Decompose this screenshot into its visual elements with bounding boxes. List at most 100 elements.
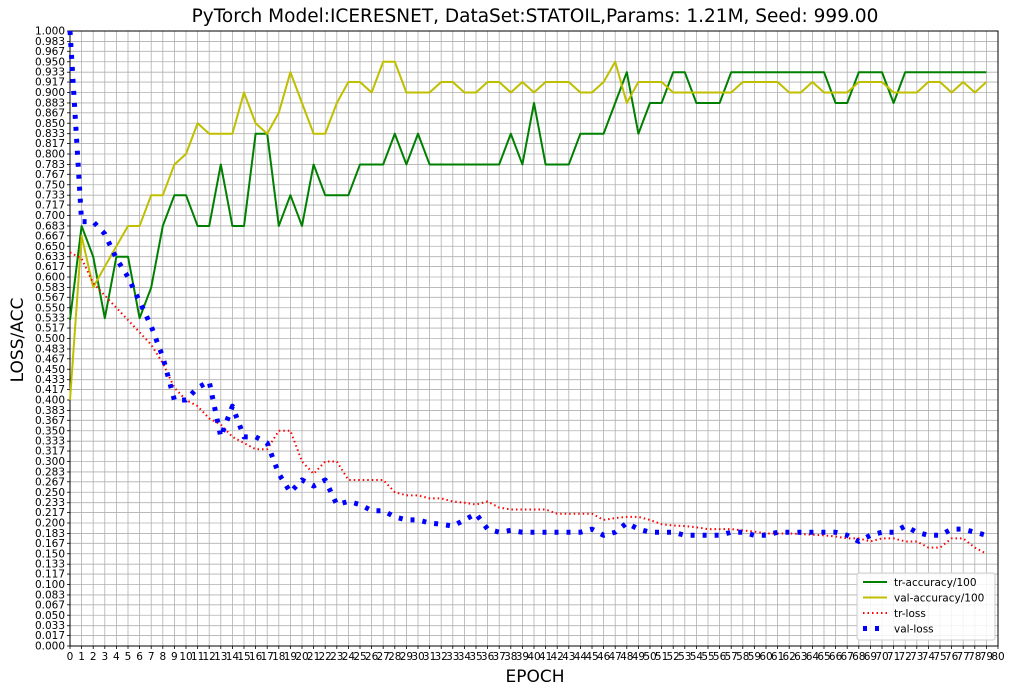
x-tick-label: 46 xyxy=(597,651,611,663)
x-tick-label: 41 xyxy=(539,651,552,663)
x-tick-label: 1 xyxy=(78,651,85,663)
series-tr-accuracy-100 xyxy=(69,71,987,321)
y-tick-label: 0.600 xyxy=(35,272,65,284)
x-axis-ticks: 0 1 2 3 4 5 6 7 8 9 101112131415161718192021222324… xyxy=(67,646,1005,663)
y-tick-label: 0.033 xyxy=(35,620,65,632)
x-tick-label: 42 xyxy=(551,651,564,663)
y-tick-label: 0.567 xyxy=(35,292,65,304)
y-tick-label: 0.100 xyxy=(35,579,65,591)
y-tick-label: 0.417 xyxy=(35,384,65,396)
y-tick-label: 0.583 xyxy=(35,282,65,294)
x-tick-label: 15 xyxy=(237,651,250,663)
x-tick-label: 12 xyxy=(203,651,216,663)
y-tick-label: 0.867 xyxy=(35,107,65,119)
x-tick-label: 30 xyxy=(411,651,424,663)
y-tick-label: 0.900 xyxy=(35,87,65,99)
y-tick-label: 0.550 xyxy=(35,302,65,314)
y-tick-label: 0.267 xyxy=(35,476,65,488)
x-tick-label: 19 xyxy=(284,651,297,663)
x-tick-label: 25 xyxy=(353,651,366,663)
x-tick-label: 31 xyxy=(423,651,436,663)
x-tick-label: 7 xyxy=(148,651,155,663)
x-tick-label: 28 xyxy=(388,651,401,663)
legend-label: val-loss xyxy=(894,624,934,636)
y-tick-label: 0.700 xyxy=(35,210,65,222)
legend-label: val-accuracy/100 xyxy=(894,593,984,605)
x-tick-label: 72 xyxy=(899,651,912,663)
x-tick-label: 75 xyxy=(933,651,946,663)
y-tick-label: 0.983 xyxy=(35,36,65,48)
x-tick-label: 71 xyxy=(887,651,900,663)
y-tick-label: 0.667 xyxy=(35,230,65,242)
x-tick-label: 0 xyxy=(67,651,74,663)
x-tick-label: 53 xyxy=(678,651,691,663)
y-tick-label: 0.283 xyxy=(35,466,65,478)
x-tick-label: 29 xyxy=(400,651,413,663)
x-tick-label: 36 xyxy=(481,651,495,663)
x-tick-label: 60 xyxy=(759,651,772,663)
x-tick-label: 67 xyxy=(841,651,854,663)
x-tick-label: 56 xyxy=(713,651,727,663)
y-tick-label: 0.483 xyxy=(35,343,65,355)
x-tick-label: 35 xyxy=(469,651,482,663)
series-group xyxy=(67,30,988,555)
y-tick-label: 0.833 xyxy=(35,128,65,140)
x-tick-label: 11 xyxy=(191,651,204,663)
y-tick-label: 0.767 xyxy=(35,169,65,181)
y-axis-ticks: 0.0000.0170.0330.0500.0670.0830.1000.117… xyxy=(35,26,70,653)
y-tick-label: 0.683 xyxy=(35,220,65,232)
y-tick-label: 0.017 xyxy=(35,630,65,642)
series-val-loss xyxy=(67,30,988,544)
x-tick-label: 54 xyxy=(690,651,704,663)
x-tick-label: 40 xyxy=(527,651,540,663)
legend-label: tr-loss xyxy=(894,608,926,620)
y-tick-label: 0.050 xyxy=(35,610,65,622)
x-tick-label: 65 xyxy=(817,651,830,663)
y-tick-label: 0.517 xyxy=(35,323,65,335)
x-tick-label: 79 xyxy=(980,651,993,663)
y-tick-label: 0.200 xyxy=(35,518,65,530)
x-tick-label: 33 xyxy=(446,651,459,663)
x-tick-label: 61 xyxy=(771,651,784,663)
x-tick-label: 59 xyxy=(748,651,761,663)
y-tick-label: 0.350 xyxy=(35,425,65,437)
y-tick-label: 0.467 xyxy=(35,353,65,365)
y-tick-label: 0.617 xyxy=(35,261,65,273)
x-tick-label: 6 xyxy=(136,651,143,663)
y-tick-label: 0.933 xyxy=(35,67,65,79)
x-tick-label: 22 xyxy=(319,651,332,663)
x-tick-label: 17 xyxy=(261,651,274,663)
y-tick-label: 0.300 xyxy=(35,456,65,468)
grid xyxy=(69,30,999,647)
x-tick-label: 2 xyxy=(90,651,97,663)
y-tick-label: 0.133 xyxy=(35,559,65,571)
x-tick-label: 73 xyxy=(910,651,923,663)
y-tick-label: 0.633 xyxy=(35,251,65,263)
chart-title: PyTorch Model:ICERESNET, DataSet:STATOIL… xyxy=(192,6,879,27)
x-tick-label: 74 xyxy=(922,651,936,663)
x-tick-label: 48 xyxy=(620,651,633,663)
x-tick-label: 21 xyxy=(307,651,320,663)
x-tick-label: 8 xyxy=(159,651,166,663)
x-tick-label: 47 xyxy=(609,651,622,663)
y-tick-label: 0.150 xyxy=(35,548,65,560)
y-tick-label: 0.650 xyxy=(35,241,65,253)
y-tick-label: 0.967 xyxy=(35,46,65,58)
y-tick-label: 0.117 xyxy=(35,569,65,581)
y-tick-label: 0.183 xyxy=(35,528,65,540)
x-tick-label: 37 xyxy=(493,651,506,663)
y-tick-label: 0.717 xyxy=(35,200,65,212)
y-tick-label: 0.800 xyxy=(35,149,65,161)
y-tick-label: 0.533 xyxy=(35,313,65,325)
x-tick-label: 16 xyxy=(249,651,263,663)
x-tick-label: 52 xyxy=(667,651,680,663)
y-tick-label: 0.000 xyxy=(35,641,65,653)
y-tick-label: 0.083 xyxy=(35,589,65,601)
legend-box xyxy=(856,572,996,641)
y-tick-label: 0.167 xyxy=(35,538,65,550)
y-tick-label: 0.750 xyxy=(35,179,65,191)
x-tick-label: 55 xyxy=(701,651,714,663)
x-tick-label: 24 xyxy=(342,651,356,663)
